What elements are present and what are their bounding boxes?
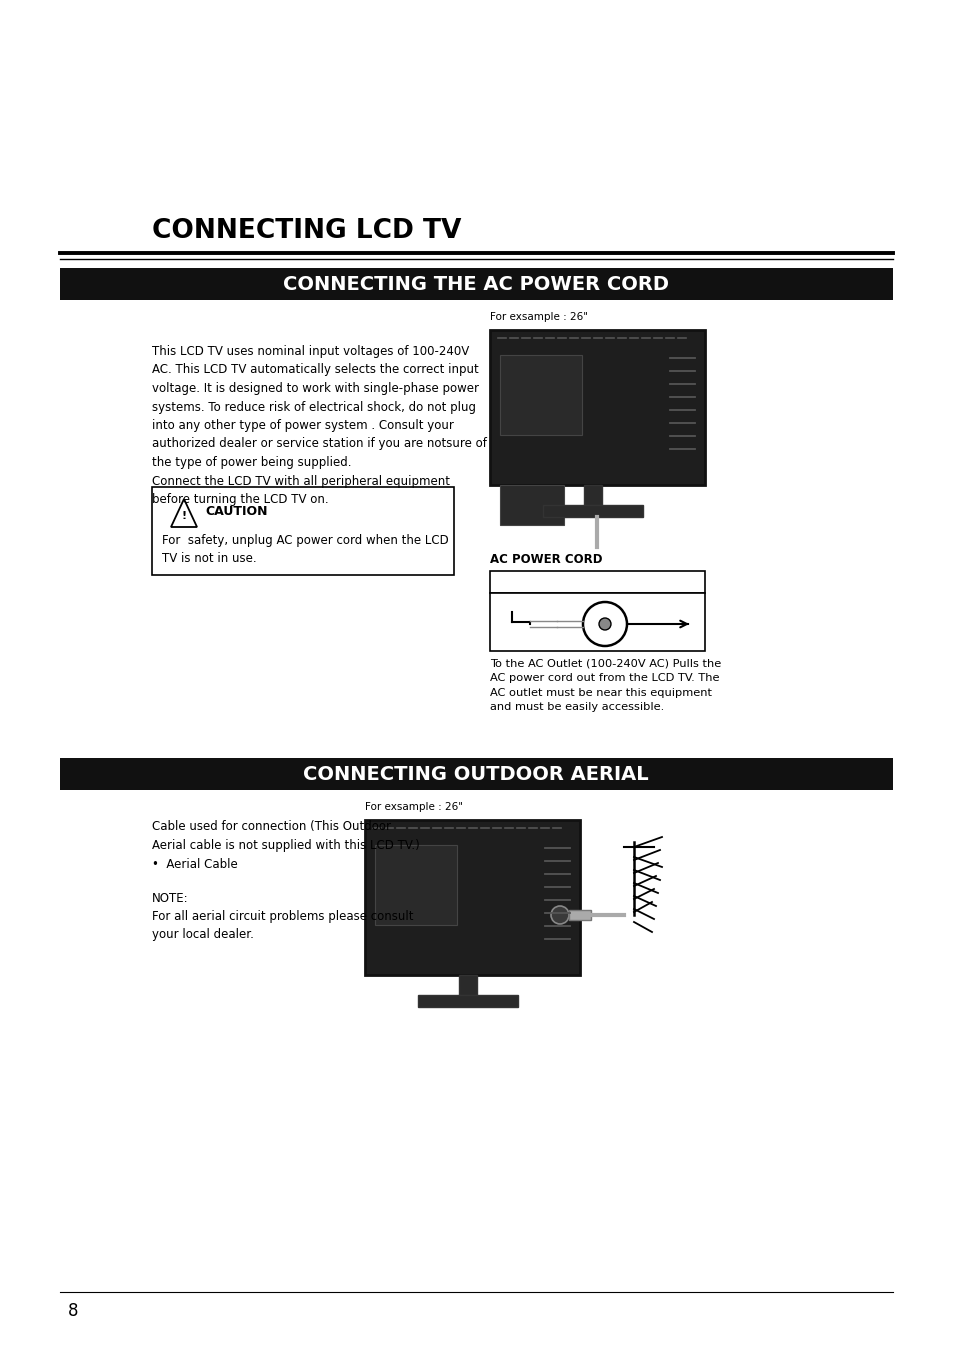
Text: Cable used for connection (This Outdoor
Aerial cable is not supplied with this L: Cable used for connection (This Outdoor … — [152, 820, 419, 871]
Text: CONNECTING THE AC POWER CORD: CONNECTING THE AC POWER CORD — [283, 274, 668, 293]
Text: For exsample : 26": For exsample : 26" — [490, 312, 587, 322]
Circle shape — [551, 907, 568, 924]
Text: 8: 8 — [68, 1302, 78, 1320]
Bar — [568, 911, 590, 920]
Bar — [417, 994, 517, 1006]
Bar — [60, 267, 892, 300]
Bar — [499, 485, 564, 526]
Bar — [499, 355, 581, 435]
Text: CONNECTING OUTDOOR AERIAL: CONNECTING OUTDOOR AERIAL — [303, 765, 648, 784]
Text: For  safety, unplug AC power cord when the LCD
TV is not in use.: For safety, unplug AC power cord when th… — [162, 534, 448, 565]
Text: NOTE:
For all aerial circuit problems please consult
your local dealer.: NOTE: For all aerial circuit problems pl… — [152, 892, 413, 942]
Bar — [490, 571, 704, 593]
Bar — [542, 505, 642, 517]
Bar — [365, 820, 579, 975]
Circle shape — [582, 603, 626, 646]
Bar — [375, 844, 456, 925]
Text: CAUTION: CAUTION — [205, 505, 267, 517]
Text: This LCD TV uses nominal input voltages of 100-240V
AC. This LCD TV automaticall: This LCD TV uses nominal input voltages … — [152, 345, 486, 507]
Bar — [490, 330, 704, 485]
Bar — [458, 975, 476, 994]
Polygon shape — [171, 499, 196, 527]
Text: !: ! — [181, 512, 187, 521]
Bar — [152, 486, 454, 576]
Bar — [60, 758, 892, 790]
Text: CONNECTING LCD TV: CONNECTING LCD TV — [152, 218, 461, 245]
Text: AC POWER CORD: AC POWER CORD — [490, 553, 602, 566]
Bar — [583, 485, 601, 505]
Text: To the AC Outlet (100-240V AC) Pulls the
AC power cord out from the LCD TV. The
: To the AC Outlet (100-240V AC) Pulls the… — [490, 659, 720, 712]
Circle shape — [598, 617, 610, 630]
Bar — [490, 593, 704, 651]
Text: For exsample : 26": For exsample : 26" — [365, 802, 462, 812]
